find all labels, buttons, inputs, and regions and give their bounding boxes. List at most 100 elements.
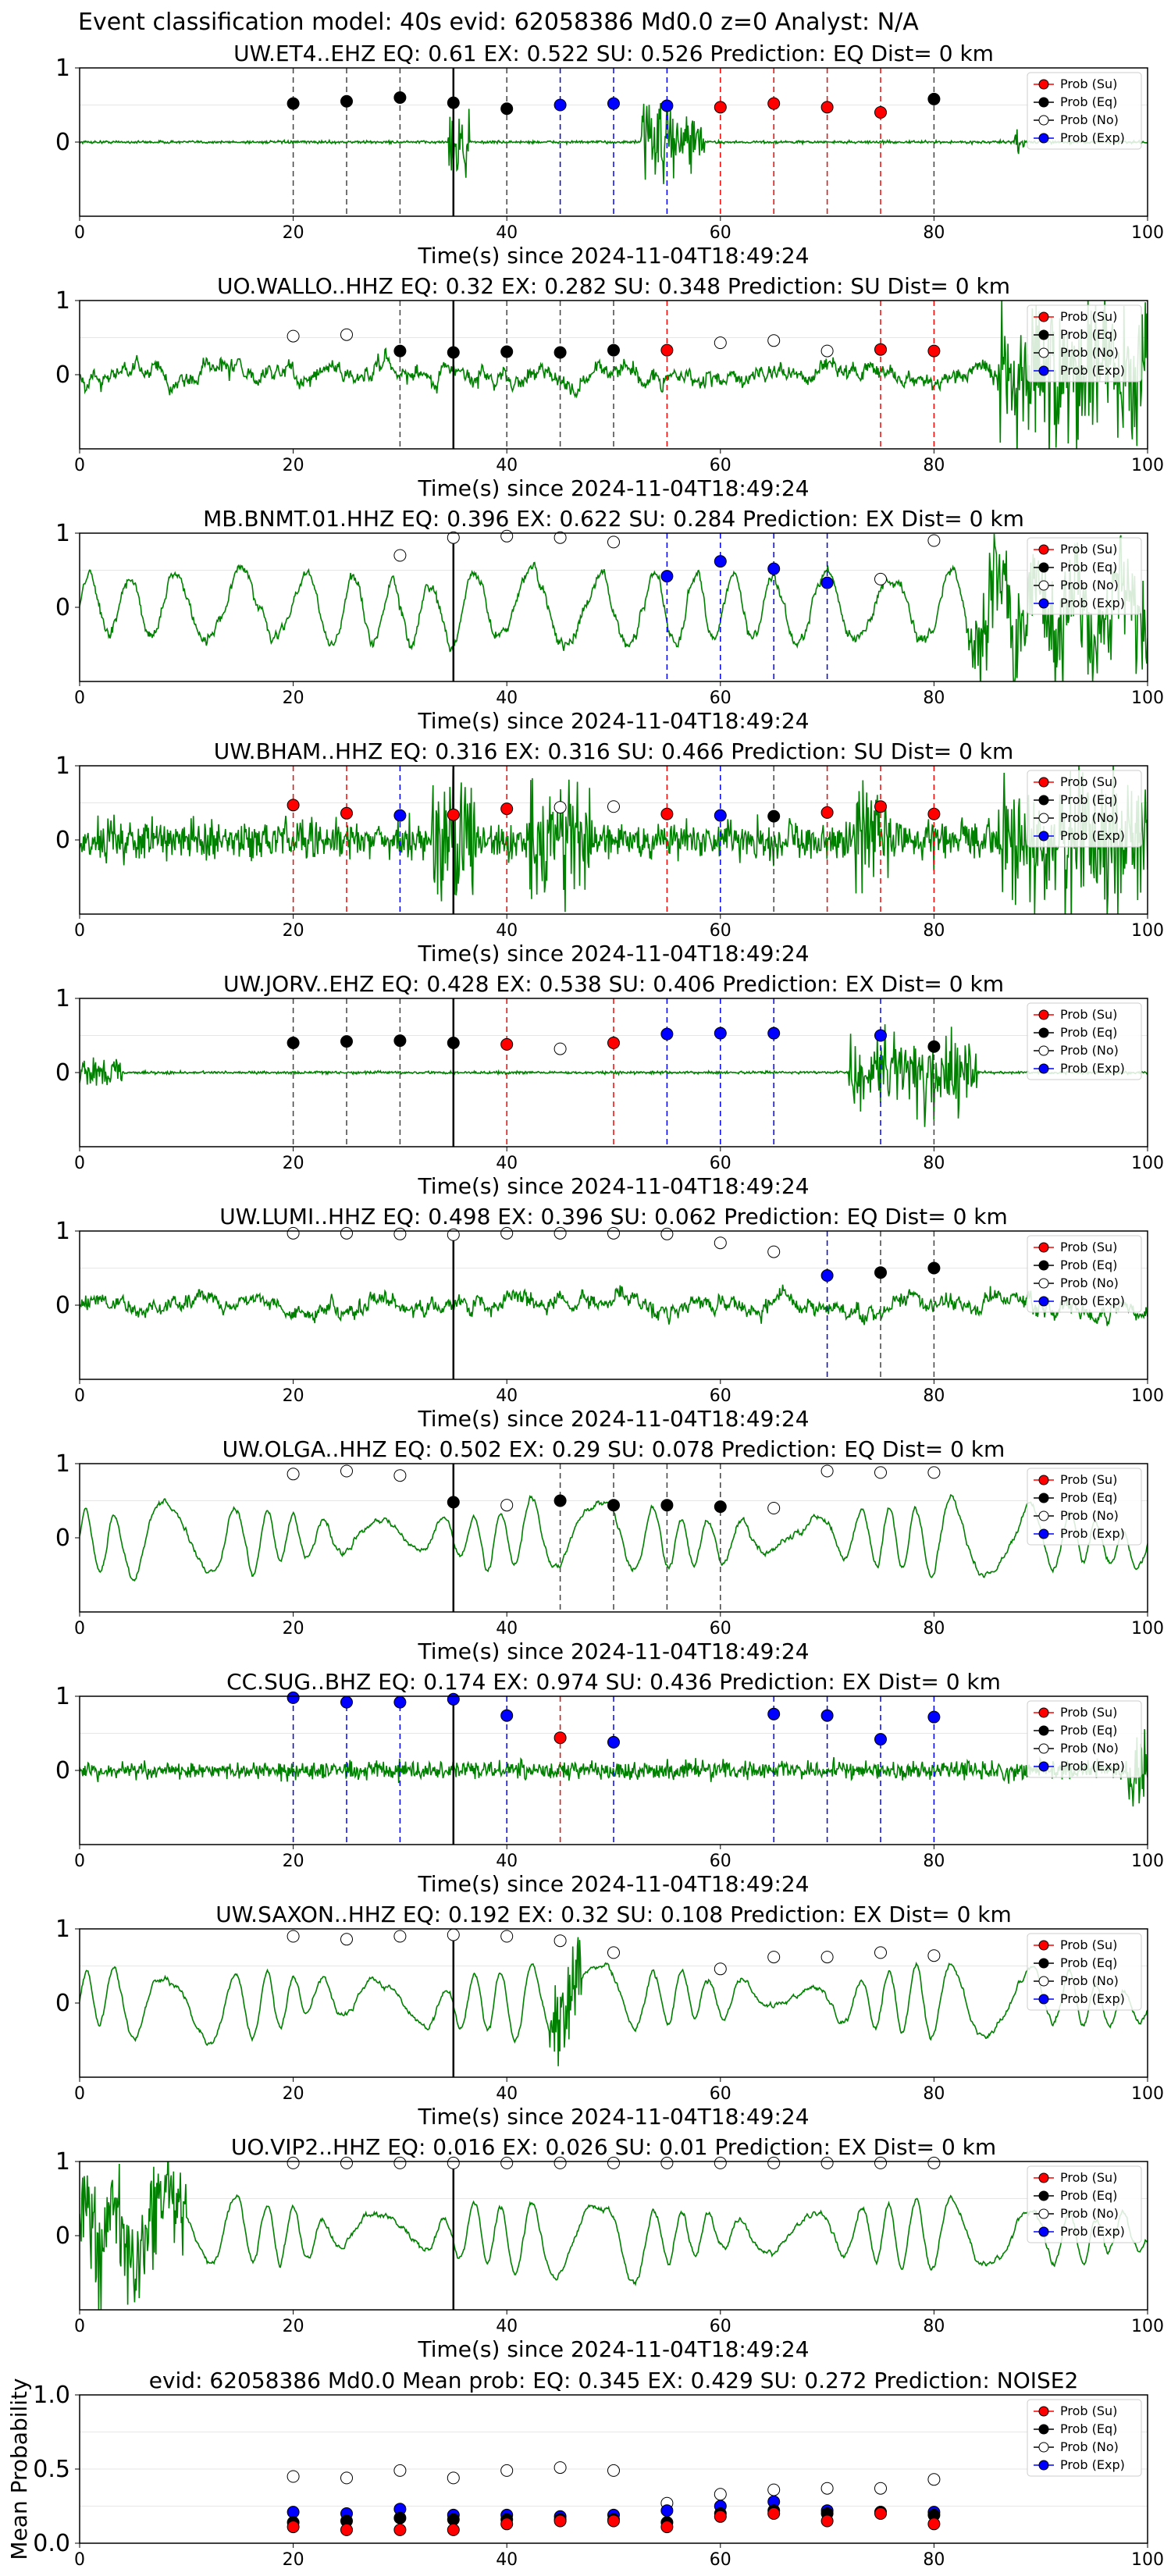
prob-marker-no [767, 1951, 781, 1964]
legend-label-no: Prob (No) [1060, 1276, 1119, 1290]
y-tick-label: 0 [55, 129, 70, 156]
legend-box [1027, 1700, 1142, 1778]
legend-marker-eq [1038, 795, 1049, 806]
waveform-trace [80, 1284, 1148, 1326]
prob-marker-eq [660, 1499, 674, 1512]
y-tick-label: 0.5 [33, 2456, 70, 2483]
legend-marker-no [1038, 1976, 1049, 1987]
prob-marker-su [660, 807, 674, 820]
prob-marker-no [874, 2156, 887, 2169]
legend-label-su: Prob (Su) [1060, 309, 1117, 324]
prob-marker-no [340, 1464, 353, 1478]
prob-marker-no [393, 1469, 407, 1482]
legend-label-no: Prob (No) [1060, 578, 1119, 592]
station-panel: UW.JORV..EHZ EQ: 0.428 EX: 0.538 SU: 0.4… [55, 971, 1164, 1199]
prob-marker-eq [874, 1266, 887, 1279]
legend-box [1027, 2399, 1142, 2477]
mean-marker-no [447, 2471, 460, 2485]
legend-marker-no [1038, 2442, 1049, 2453]
prob-marker-eq [287, 97, 300, 110]
waveform-trace [80, 533, 1148, 681]
prob-marker-su [607, 1037, 620, 1049]
y-tick-label: 0.0 [33, 2530, 70, 2557]
prob-marker-exp [767, 1026, 781, 1040]
prob-marker-no [607, 1226, 620, 1240]
x-tick-label: 20 [283, 2084, 304, 2104]
x-tick-label: 80 [923, 921, 945, 941]
y-tick-label: 0 [55, 2222, 70, 2250]
legend-marker-no [1038, 1510, 1049, 1521]
legend-label-exp: Prob (Exp) [1060, 828, 1125, 843]
prob-marker-no [287, 1226, 300, 1240]
x-tick-label: 80 [923, 688, 945, 708]
prob-marker-su [447, 808, 460, 821]
prob-marker-no [820, 2156, 834, 2169]
prob-marker-exp [393, 809, 407, 822]
x-tick-label: 100 [1131, 1154, 1164, 1173]
prob-marker-exp [714, 555, 727, 568]
legend-marker-exp [1038, 598, 1049, 609]
prob-marker-no [874, 1466, 887, 1479]
legend-marker-eq [1038, 97, 1049, 108]
legend-marker-eq [1038, 1260, 1049, 1271]
y-tick-label: 1.0 [33, 2382, 70, 2409]
waveform-trace [80, 101, 1148, 184]
prob-marker-no [500, 1499, 514, 1512]
x-axis-label: Time(s) since 2024-11-04T18:49:24 [417, 1638, 809, 1664]
legend-marker-no [1038, 1743, 1049, 1754]
y-tick-label: 1 [55, 1916, 70, 1943]
panel-title: UO.VIP2..HHZ EQ: 0.016 EX: 0.026 SU: 0.0… [231, 2134, 996, 2160]
legend-marker-exp [1038, 1994, 1049, 2005]
legend-marker-su [1038, 544, 1049, 555]
prob-marker-exp [340, 1695, 353, 1709]
prob-marker-no [393, 1930, 407, 1943]
figure-suptitle: Event classification model: 40s evid: 62… [78, 9, 919, 36]
prob-marker-no [714, 2156, 727, 2169]
prob-marker-su [874, 343, 887, 356]
x-axis-label: Time(s) since 2024-11-04T18:49:24 [417, 2104, 809, 2129]
station-panel: UO.WALLO..HHZ EQ: 0.32 EX: 0.282 SU: 0.3… [55, 273, 1164, 501]
x-tick-label: 20 [283, 1386, 304, 1406]
prob-marker-no [340, 2156, 353, 2169]
prob-marker-exp [874, 1733, 887, 1746]
mean-marker-eq [393, 2511, 407, 2524]
prob-marker-no [553, 2156, 567, 2169]
legend-marker-eq [1038, 1725, 1049, 1736]
panel-title: UW.ET4..EHZ EQ: 0.61 EX: 0.522 SU: 0.526… [233, 41, 994, 66]
prob-marker-eq [927, 1261, 941, 1275]
legend-label-eq: Prob (Eq) [1060, 327, 1117, 342]
prob-marker-no [287, 2156, 300, 2169]
prob-marker-su [500, 802, 514, 816]
prob-marker-no [607, 800, 620, 813]
prob-marker-no [767, 334, 781, 347]
x-tick-label: 80 [923, 456, 945, 475]
x-tick-label: 60 [710, 1386, 731, 1406]
x-tick-label: 60 [710, 2550, 731, 2570]
prob-marker-no [340, 328, 353, 341]
x-tick-label: 100 [1131, 2084, 1164, 2104]
legend-label-eq: Prob (Eq) [1060, 2188, 1117, 2203]
prob-marker-eq [927, 92, 941, 105]
legend-marker-no [1038, 115, 1049, 126]
legend-label-no: Prob (No) [1060, 1741, 1119, 1756]
y-tick-label: 0 [55, 1757, 70, 1784]
x-tick-label: 60 [710, 223, 731, 243]
legend-label-eq: Prob (Eq) [1060, 1955, 1117, 1970]
mean-marker-no [820, 2482, 834, 2495]
legend-marker-su [1038, 777, 1049, 788]
x-tick-label: 80 [923, 1154, 945, 1173]
legend-box [1027, 537, 1142, 615]
x-tick-label: 80 [923, 1852, 945, 1871]
legend-label-exp: Prob (Exp) [1060, 2457, 1125, 2472]
prob-marker-no [820, 1464, 834, 1478]
legend-marker-su [1038, 1940, 1049, 1951]
prob-marker-no [447, 1228, 460, 1241]
legend-label-eq: Prob (Eq) [1060, 1025, 1117, 1040]
x-tick-label: 100 [1131, 456, 1164, 475]
prob-marker-no [660, 1227, 674, 1240]
legend-marker-eq [1038, 2190, 1049, 2201]
legend-label-exp: Prob (Exp) [1060, 1526, 1125, 1541]
prob-marker-no [553, 1042, 567, 1055]
prob-marker-exp [927, 1710, 941, 1724]
